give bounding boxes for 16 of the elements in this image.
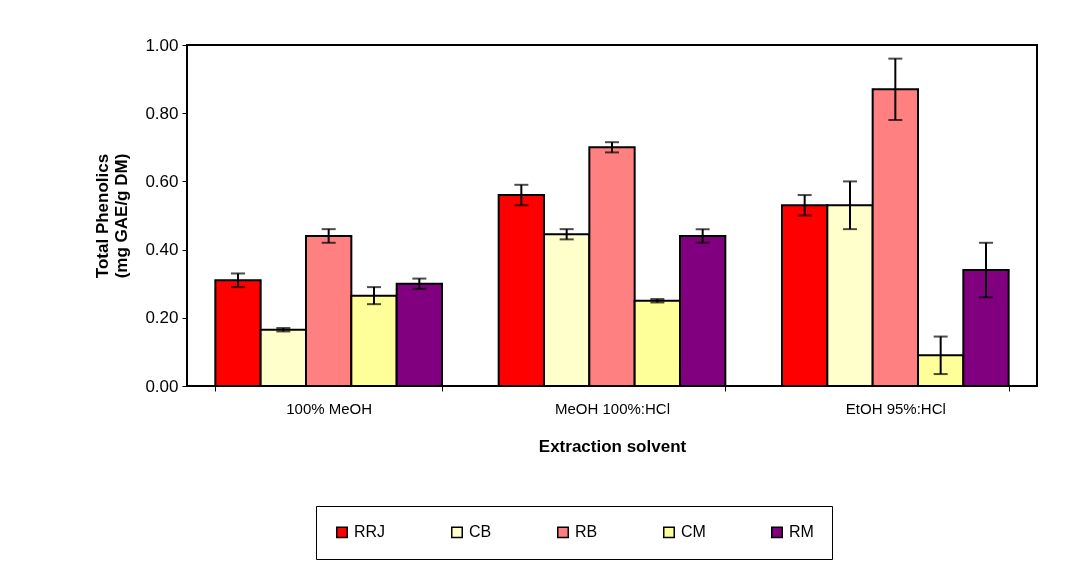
x-axis-title: Extraction solvent: [538, 436, 687, 456]
legend-label: CM: [681, 523, 706, 541]
legend-label: RB: [575, 523, 598, 541]
legend-label: CB: [469, 523, 492, 541]
x-tick-label: EtOH 95%:HCl: [845, 399, 946, 417]
legend-label: RM: [789, 523, 814, 541]
x-tick-label: MeOH 100%:HCl: [554, 399, 671, 417]
y-tick-label: 0.80: [145, 103, 179, 123]
y-tick-label: 0.60: [145, 171, 179, 191]
y-axis-title: Total Phenolics (mg GAE/g DM): [93, 153, 132, 279]
y-tick-label: 0.20: [145, 308, 179, 328]
legend-label: RRJ: [354, 523, 386, 541]
y-tick-label: 0.40: [145, 240, 179, 260]
y-tick-label: 0.00: [145, 376, 179, 396]
x-tick-label: 100% MeOH: [286, 399, 373, 417]
y-tick-label: 1.00: [145, 35, 179, 55]
